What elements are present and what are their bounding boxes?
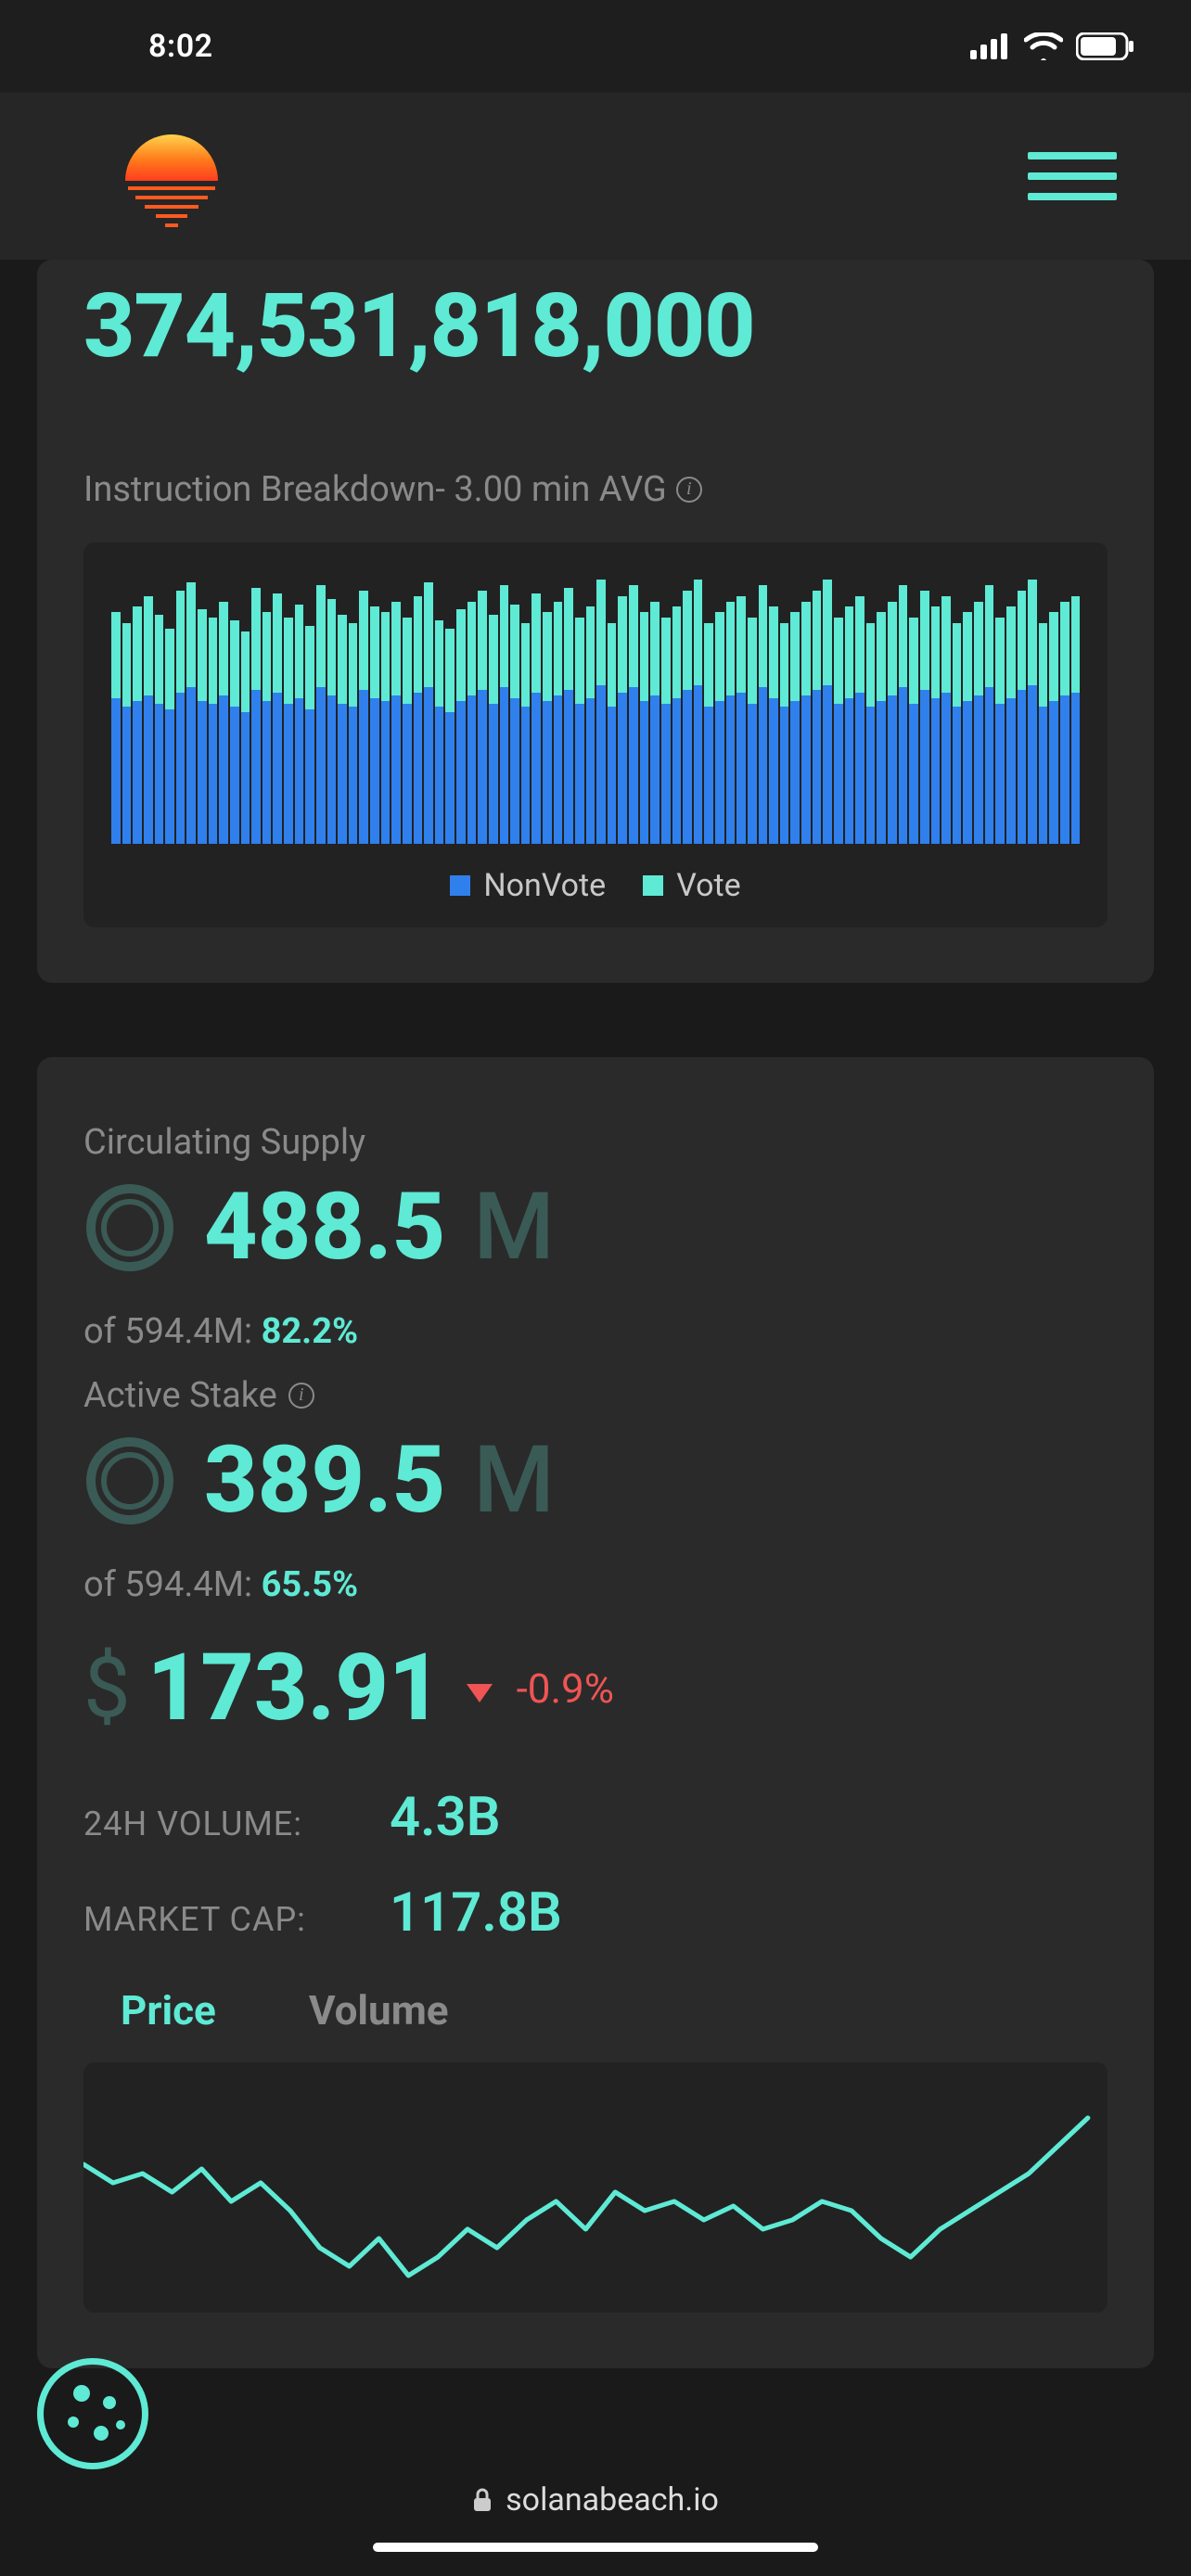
circulating-supply-label: Circulating Supply <box>83 1122 1108 1163</box>
supply-price-card: Circulating Supply 488.5 M of 594.4M: 82… <box>37 1057 1154 2368</box>
chart-tabs: Price Volume <box>83 1986 1108 2034</box>
caret-down-icon <box>467 1684 493 1702</box>
volume-label: 24H VOLUME: <box>83 1804 362 1843</box>
info-icon[interactable]: i <box>288 1383 314 1409</box>
wifi-icon <box>1024 32 1063 60</box>
active-stake-of-prefix: of 594.4M: <box>83 1564 262 1605</box>
market-cap-value: 117.8B <box>390 1881 562 1945</box>
instruction-breakdown-text: Instruction Breakdown- 3.00 min AVG <box>83 469 667 510</box>
circulating-of-line: of 594.4M: 82.2% <box>83 1311 1108 1352</box>
vote-swatch-icon <box>643 875 663 896</box>
circulating-value: 488.5 <box>204 1181 445 1274</box>
volume-value: 4.3B <box>390 1786 501 1849</box>
market-cap-row: MARKET CAP: 117.8B <box>83 1881 1108 1945</box>
active-stake-value: 389.5 <box>204 1435 445 1527</box>
line-chart-svg <box>83 2062 1108 2313</box>
volume-row: 24H VOLUME: 4.3B <box>83 1786 1108 1849</box>
ring-icon <box>83 1181 176 1274</box>
url-bar[interactable]: solanabeach.io <box>472 2481 719 2519</box>
battery-icon <box>1076 32 1135 60</box>
cellular-icon <box>970 33 1011 59</box>
home-indicator[interactable] <box>373 2543 818 2552</box>
ring-icon <box>83 1435 176 1527</box>
info-icon[interactable]: i <box>676 477 702 503</box>
status-bar: 8:02 <box>0 0 1191 93</box>
circulating-of-prefix: of 594.4M: <box>83 1311 262 1352</box>
legend-vote: Vote <box>643 867 740 904</box>
price-row: $ 173.91 -0.9% <box>83 1642 1108 1735</box>
hamburger-menu-icon[interactable] <box>1028 152 1117 200</box>
status-icons <box>970 32 1135 60</box>
nonvote-swatch-icon <box>450 875 470 896</box>
tab-price[interactable]: Price <box>121 1986 216 2034</box>
legend-nonvote: NonVote <box>450 867 606 904</box>
active-stake-label: Active Stake i <box>83 1375 1108 1416</box>
circulating-supply-row: 488.5 M <box>83 1181 1108 1274</box>
stacked-bar-chart <box>111 575 1080 844</box>
page-content: 374,531,818,000 Instruction Breakdown- 3… <box>0 260 1191 2368</box>
browser-bar: solanabeach.io <box>0 2474 1191 2576</box>
solana-beach-logo-icon[interactable] <box>111 116 232 236</box>
market-cap-label: MARKET CAP: <box>83 1900 362 1939</box>
active-stake-text: Active Stake <box>83 1375 277 1416</box>
circulating-unit: M <box>473 1181 554 1274</box>
lock-icon <box>472 2487 493 2513</box>
active-stake-unit: M <box>473 1435 554 1527</box>
currency-symbol: $ <box>83 1647 131 1730</box>
tab-volume[interactable]: Volume <box>309 1986 449 2034</box>
price-value: 173.91 <box>147 1642 442 1735</box>
instruction-breakdown-chart: NonVote Vote <box>83 542 1108 927</box>
active-stake-of-line: of 594.4M: 65.5% <box>83 1564 1108 1605</box>
price-line-chart <box>83 2062 1108 2313</box>
instruction-breakdown-label: Instruction Breakdown- 3.00 min AVG i <box>83 469 1108 510</box>
chart-legend: NonVote Vote <box>111 867 1080 904</box>
url-text: solanabeach.io <box>506 2481 719 2519</box>
legend-nonvote-label: NonVote <box>483 867 606 904</box>
status-time: 8:02 <box>148 28 213 65</box>
active-stake-pct: 65.5% <box>262 1564 359 1605</box>
legend-vote-label: Vote <box>676 867 740 904</box>
total-instructions-value: 374,531,818,000 <box>83 260 1108 376</box>
active-stake-row: 389.5 M <box>83 1435 1108 1527</box>
circulating-pct: 82.2% <box>262 1311 359 1352</box>
price-change-pct: -0.9% <box>517 1664 614 1713</box>
cookie-button[interactable] <box>37 2358 148 2469</box>
app-header <box>0 93 1191 260</box>
instructions-card: 374,531,818,000 Instruction Breakdown- 3… <box>37 260 1154 983</box>
